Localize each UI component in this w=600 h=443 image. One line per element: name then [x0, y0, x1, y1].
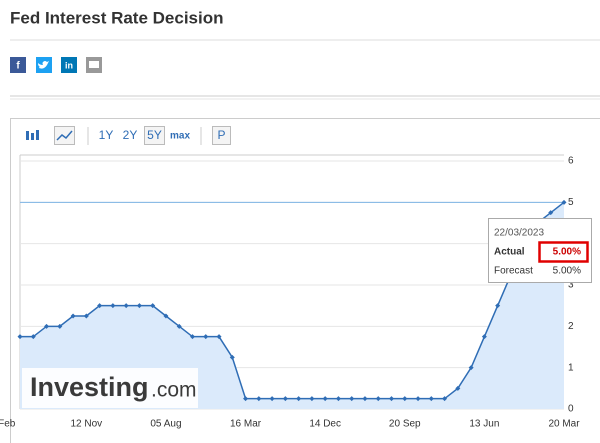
- marker: [163, 313, 169, 319]
- tooltip-date: 22/03/2023: [494, 228, 544, 239]
- y-tick-label: 6: [568, 156, 574, 167]
- marker: [335, 396, 341, 402]
- marker: [123, 303, 129, 309]
- x-tick-label: 14 Dec: [309, 419, 341, 430]
- page-title: Fed Interest Rate Decision: [10, 8, 224, 27]
- marker: [402, 396, 408, 402]
- marker: [176, 323, 182, 329]
- range-button[interactable]: 5Y: [147, 128, 162, 142]
- marker: [243, 396, 249, 402]
- marker: [561, 199, 567, 205]
- marker: [389, 396, 395, 402]
- x-tick-label: 12 Nov: [70, 419, 102, 430]
- line-chart-button[interactable]: [54, 126, 75, 145]
- tooltip-value: 5.00%: [553, 247, 581, 258]
- watermark-brand: Investing: [30, 372, 149, 402]
- facebook-icon: f: [16, 61, 20, 72]
- marker: [269, 396, 275, 402]
- marker: [256, 396, 262, 402]
- range-button[interactable]: 1Y: [99, 128, 114, 142]
- marker: [97, 303, 103, 309]
- marker: [203, 334, 209, 340]
- p-button-label: P: [217, 128, 225, 142]
- x-tick-label: 13 Jun: [469, 419, 499, 430]
- x-tick-label: 20 Sep: [389, 419, 421, 430]
- marker: [296, 396, 302, 402]
- range-selected: [144, 126, 165, 145]
- linkedin-button[interactable]: [61, 57, 77, 73]
- y-tick-label: 1: [568, 362, 574, 373]
- marker: [468, 365, 474, 371]
- marker: [375, 396, 381, 402]
- tooltip-label: Actual: [494, 247, 525, 258]
- marker: [57, 323, 63, 329]
- range-button[interactable]: 2Y: [123, 128, 138, 142]
- x-tick-label: 05 Aug: [150, 419, 181, 430]
- x-tick-label: 16 Mar: [230, 419, 262, 430]
- marker: [548, 210, 554, 216]
- marker: [70, 313, 76, 319]
- watermark-suffix: .com: [151, 379, 197, 402]
- marker: [150, 303, 156, 309]
- marker: [415, 396, 421, 402]
- marker: [216, 334, 222, 340]
- marker: [349, 396, 355, 402]
- chart-toolbar: 1Y 2Y 5Y max P: [26, 126, 231, 145]
- marker: [30, 334, 36, 340]
- marker: [362, 396, 368, 402]
- bar-chart-icon: [31, 133, 34, 140]
- marker: [442, 396, 448, 402]
- line-chart-icon: [56, 130, 73, 141]
- x-tick-label: 20 Mar: [548, 419, 580, 430]
- tooltip-label: Forecast: [494, 266, 533, 277]
- marker: [83, 313, 89, 319]
- marker: [428, 396, 434, 402]
- watermark-bg: [22, 368, 198, 408]
- y-tick-label: 3: [568, 280, 574, 291]
- linkedin-icon: in: [65, 60, 73, 70]
- tooltip-value: 5.00%: [553, 266, 581, 277]
- y-tick-label: 5: [568, 197, 574, 208]
- facebook-button[interactable]: [10, 57, 26, 73]
- chart-frame: [10, 118, 600, 443]
- marker: [322, 396, 328, 402]
- marker: [110, 303, 116, 309]
- marker: [189, 334, 195, 340]
- marker: [136, 303, 142, 309]
- bar-chart-icon[interactable]: [26, 131, 29, 140]
- twitter-icon: [38, 61, 49, 69]
- p-button[interactable]: [212, 126, 231, 145]
- x-tick-label: Feb: [0, 419, 16, 430]
- y-tick-label: 2: [568, 321, 574, 332]
- y-tick-label: 0: [568, 404, 574, 415]
- bar-chart-icon: [36, 130, 39, 140]
- marker: [17, 334, 23, 340]
- marker: [455, 385, 461, 391]
- marker: [481, 334, 487, 340]
- highlight-box: [538, 241, 589, 263]
- marker: [44, 323, 50, 329]
- email-icon: [89, 61, 99, 68]
- marker: [282, 396, 288, 402]
- marker: [495, 303, 501, 309]
- marker: [309, 396, 315, 402]
- range-button[interactable]: max: [170, 131, 190, 142]
- tooltip: 22/03/2023 Actual 5.00% Forecast 5.00%: [488, 218, 592, 283]
- marker: [229, 354, 235, 360]
- area: [20, 202, 564, 409]
